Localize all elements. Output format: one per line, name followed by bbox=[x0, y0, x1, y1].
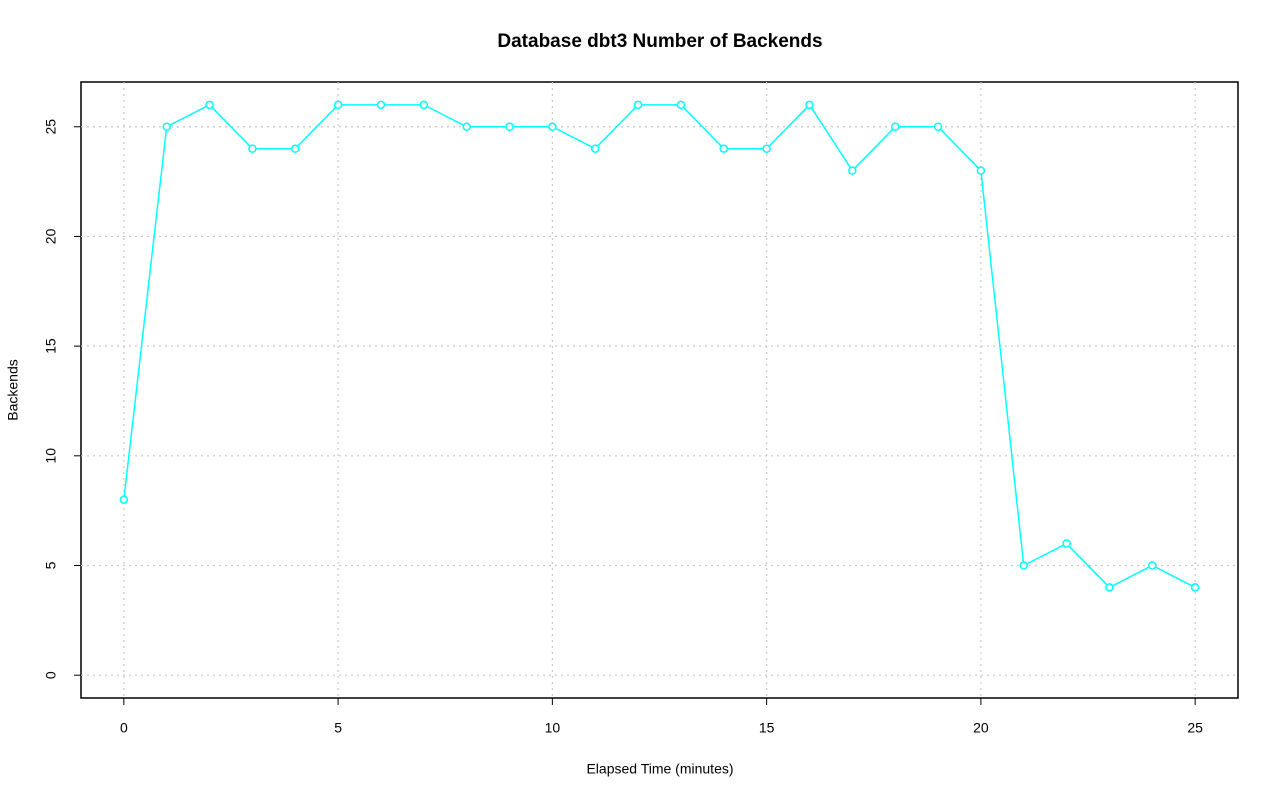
x-tick-label: 20 bbox=[973, 720, 989, 736]
data-point bbox=[505, 122, 514, 132]
series-line bbox=[123, 103, 1196, 589]
data-point bbox=[119, 495, 129, 504]
y-axis-label: Backends bbox=[5, 359, 21, 420]
data-point bbox=[1105, 583, 1114, 592]
y-tick-label: 20 bbox=[43, 228, 59, 244]
y-tick-label: 15 bbox=[43, 338, 59, 354]
data-point bbox=[548, 122, 557, 132]
x-tick-label: 0 bbox=[120, 720, 128, 736]
x-axis-label: Elapsed Time (minutes) bbox=[586, 761, 733, 777]
data-point bbox=[419, 100, 429, 110]
data-point bbox=[1190, 583, 1200, 592]
x-tick-label: 5 bbox=[334, 720, 342, 736]
data-point bbox=[376, 100, 386, 110]
data-point bbox=[848, 166, 857, 175]
data-point bbox=[462, 122, 471, 132]
plot-frame bbox=[80, 81, 1239, 699]
data-point bbox=[890, 122, 900, 132]
y-tick-label: 5 bbox=[43, 561, 59, 569]
y-tick-label: 10 bbox=[43, 448, 59, 464]
y-tick-label: 25 bbox=[43, 119, 59, 135]
data-point bbox=[976, 166, 986, 175]
data-point bbox=[633, 100, 643, 110]
data-point bbox=[805, 100, 814, 110]
data-point bbox=[719, 144, 729, 153]
data-point bbox=[933, 122, 943, 132]
data-point bbox=[1019, 561, 1028, 570]
data-point bbox=[248, 144, 257, 153]
x-tick-label: 25 bbox=[1187, 720, 1203, 736]
data-point bbox=[333, 100, 343, 110]
x-tick-label: 15 bbox=[759, 720, 775, 736]
data-point bbox=[1062, 539, 1071, 548]
data-point bbox=[205, 100, 214, 110]
data-point bbox=[162, 122, 171, 132]
y-tick-label: 0 bbox=[43, 671, 59, 679]
chart-title: Database dbt3 Number of Backends bbox=[497, 31, 822, 52]
data-point bbox=[590, 144, 600, 153]
x-tick-label: 10 bbox=[545, 720, 561, 736]
data-point bbox=[762, 144, 771, 153]
data-point bbox=[1148, 561, 1157, 570]
data-point bbox=[291, 144, 300, 153]
data-point bbox=[676, 100, 686, 110]
